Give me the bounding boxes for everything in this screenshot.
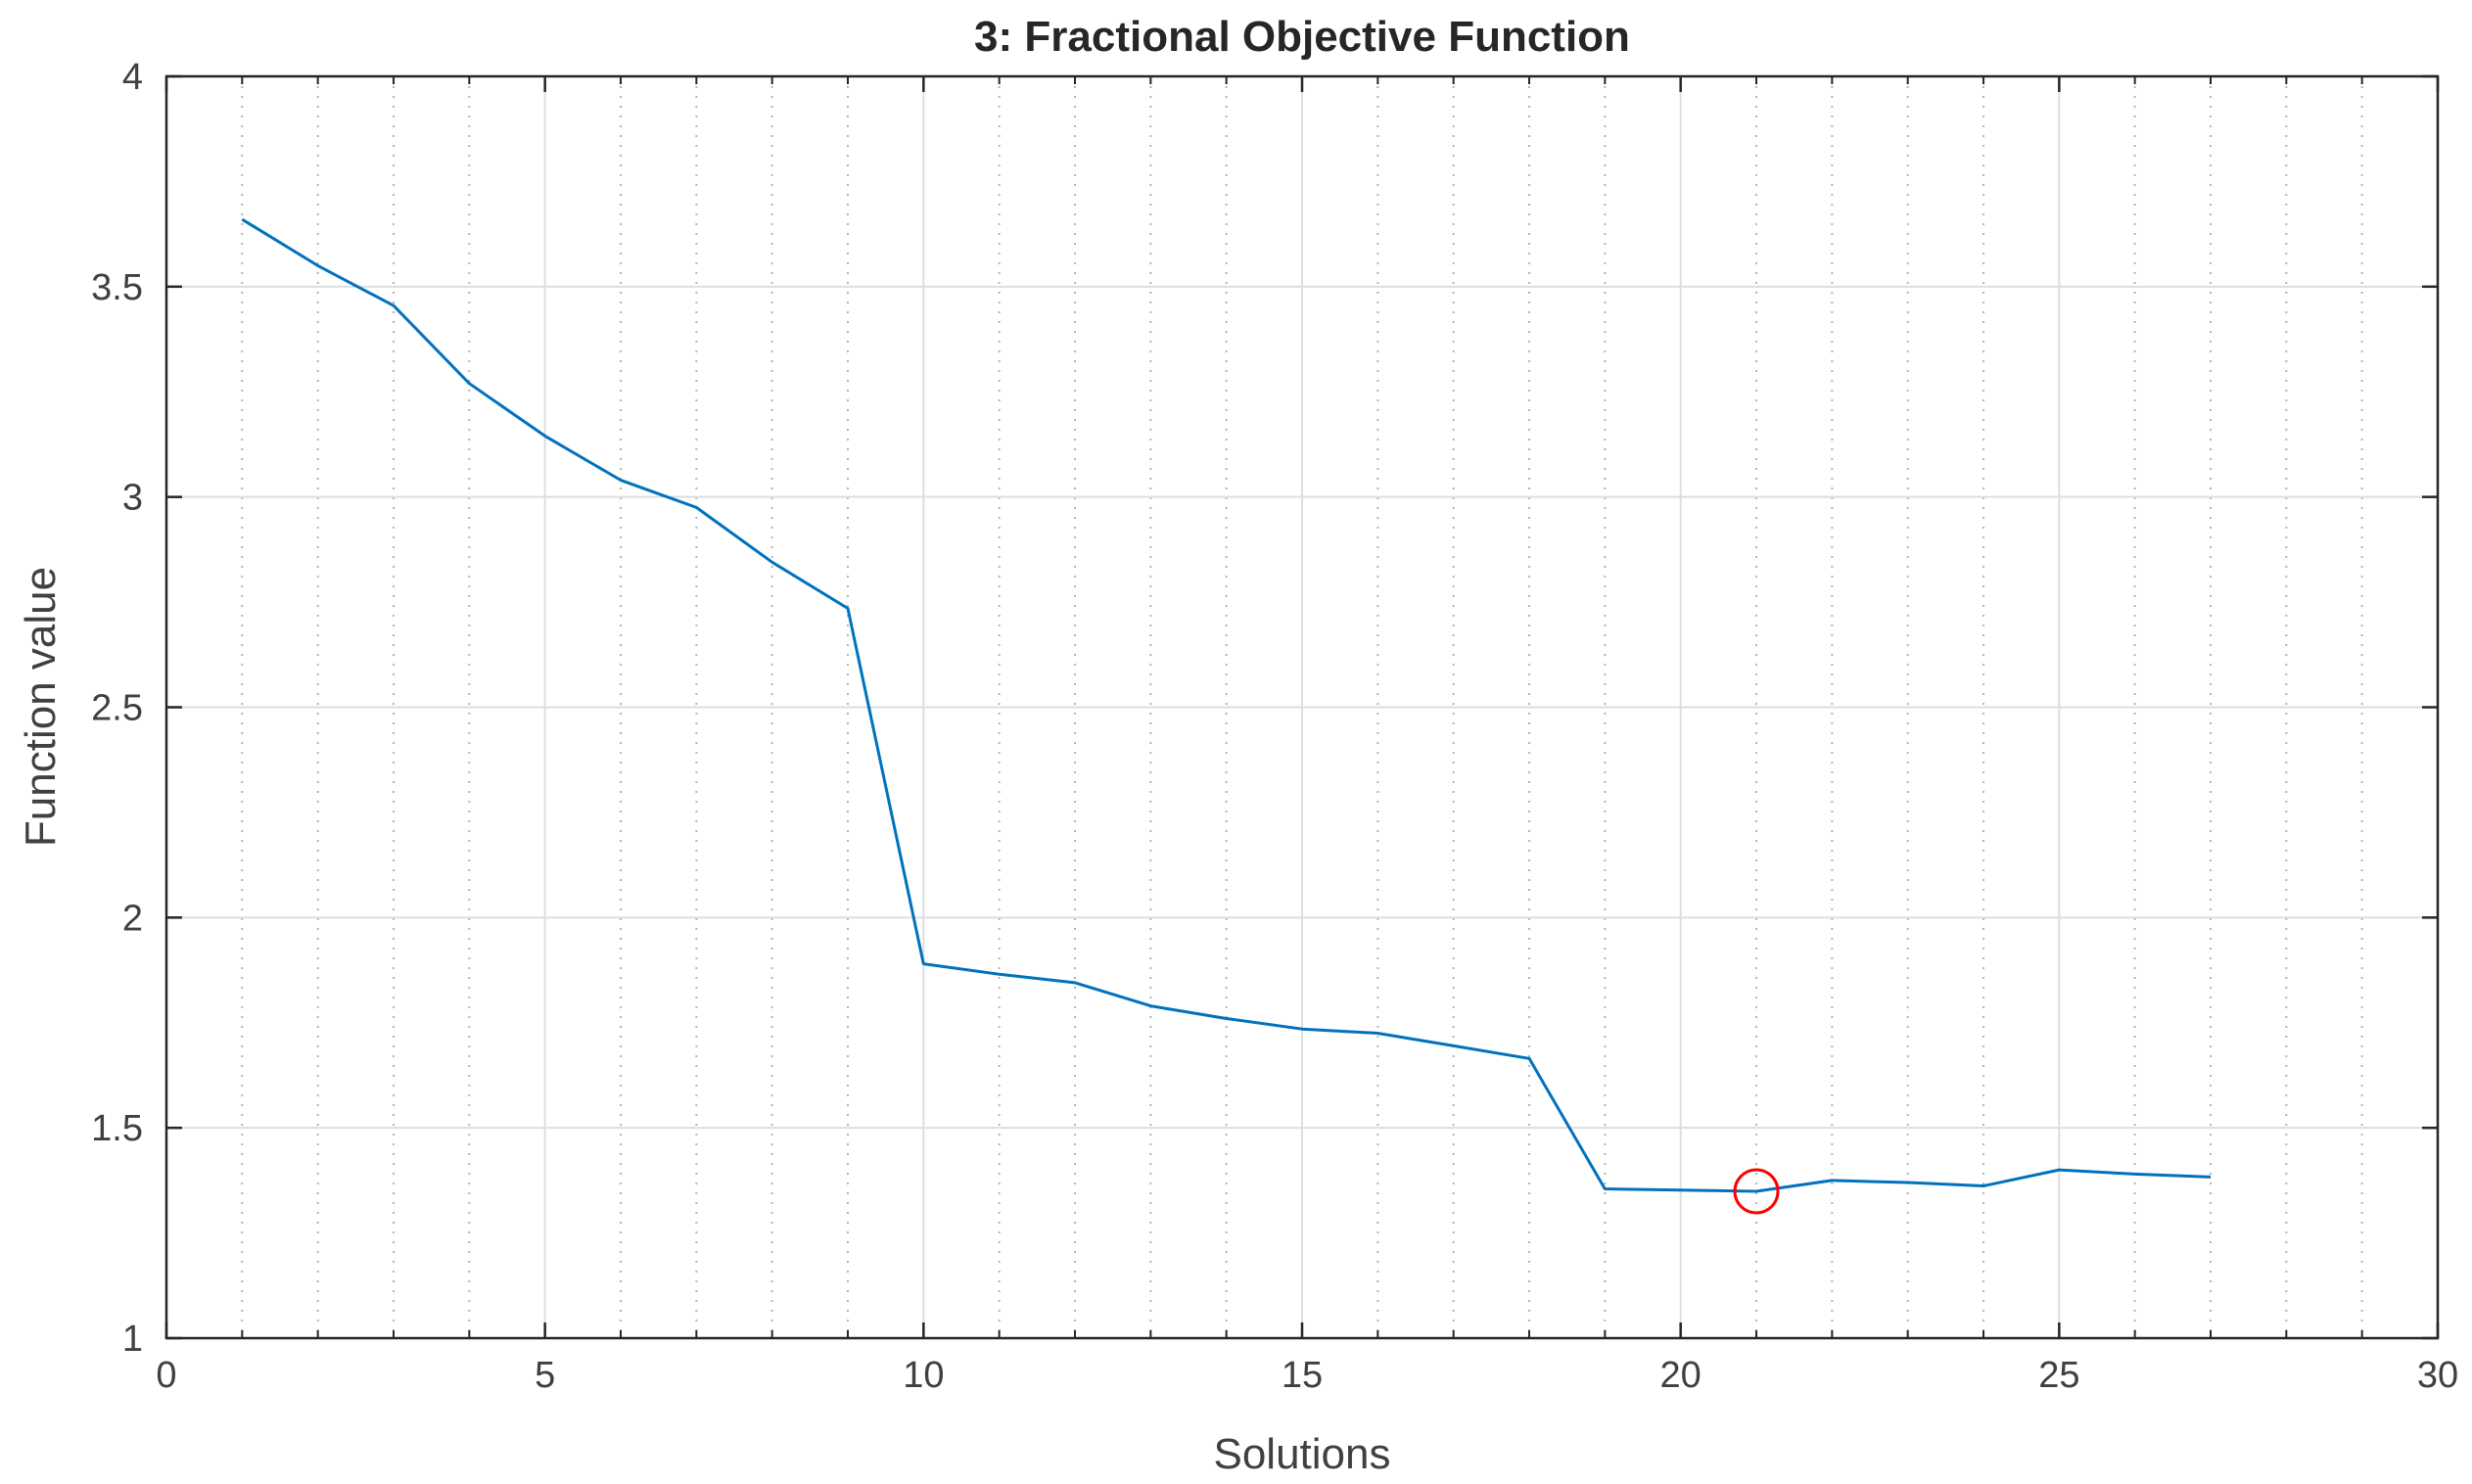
chart-title: 3: Fractional Objective Function	[974, 13, 1630, 61]
x-axis-label: Solutions	[1213, 1430, 1390, 1478]
y-tick-label: 3	[122, 478, 143, 519]
series-layer	[241, 217, 2212, 1193]
y-tick-label: 4	[122, 57, 143, 98]
highlight-marker	[1733, 1168, 1780, 1215]
y-tick-label: 2	[122, 898, 143, 939]
x-tick-label: 15	[1282, 1355, 1323, 1396]
y-axis-label: Function value	[17, 567, 65, 847]
major-grid	[166, 76, 2438, 1338]
y-tick-label: 3.5	[91, 267, 143, 308]
x-tick-labels: 0 5 10 15 20 25 30	[156, 1355, 2458, 1396]
series-line	[241, 217, 2212, 1193]
x-tick-label: 5	[535, 1355, 555, 1396]
tick-marks	[164, 74, 2440, 1340]
x-tick-label: 20	[1660, 1355, 1702, 1396]
x-tick-label: 25	[2038, 1355, 2079, 1396]
x-tick-label: 0	[156, 1355, 176, 1396]
y-tick-label: 2.5	[91, 688, 143, 729]
x-tick-label: 10	[903, 1355, 944, 1396]
y-tick-label: 1	[122, 1319, 143, 1360]
x-tick-label: 30	[2417, 1355, 2458, 1396]
highlight-layer	[1733, 1168, 1780, 1215]
y-tick-labels: 1 1.5 2 2.5 3 3.5 4	[91, 57, 143, 1360]
y-tick-label: 1.5	[91, 1108, 143, 1149]
